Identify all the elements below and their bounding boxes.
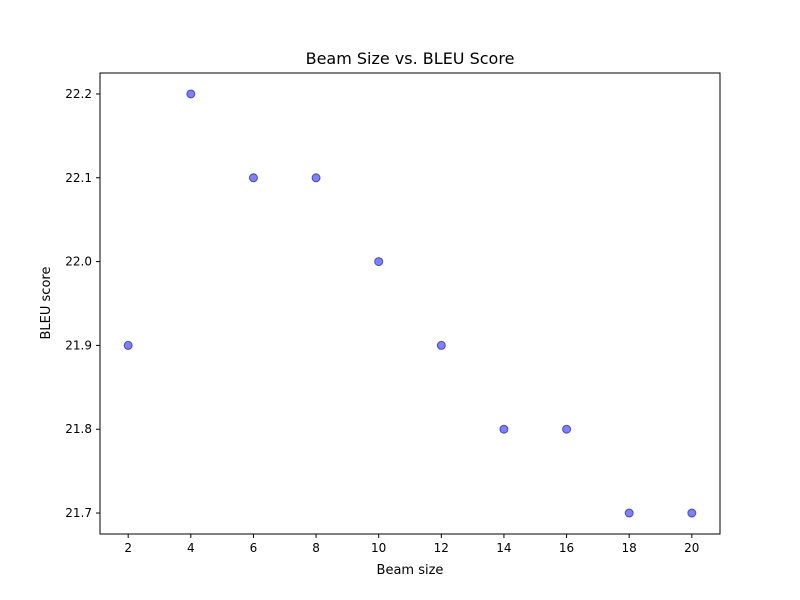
data-point — [186, 89, 196, 99]
y-tick-label: 21.9 — [65, 338, 92, 352]
x-tick-label: 18 — [622, 541, 637, 555]
data-point — [123, 340, 133, 350]
plot-area: 2 4 6 8 10 12 14 16 18 20 21.7 21.8 21.9 22.0 22.1 22.2 — [65, 72, 721, 555]
x-tick-label: 8 — [312, 541, 320, 555]
data-point — [624, 508, 634, 518]
chart-title: Beam Size vs. BLEU Score — [306, 49, 515, 68]
x-tick-label: 12 — [434, 541, 449, 555]
data-point — [562, 424, 572, 434]
y-tick-label: 21.7 — [65, 506, 92, 520]
y-tick-label: 22.1 — [65, 171, 92, 185]
plot-frame — [99, 72, 721, 535]
x-tick-label: 2 — [124, 541, 132, 555]
data-point — [311, 173, 321, 183]
data-point — [374, 257, 384, 267]
x-tick-label: 4 — [187, 541, 195, 555]
x-tick-label: 10 — [371, 541, 386, 555]
y-tick-label: 22.2 — [65, 87, 92, 101]
data-point — [687, 508, 697, 518]
x-tick-label: 16 — [559, 541, 574, 555]
y-axis-label: BLEU score — [39, 267, 54, 340]
data-point — [436, 340, 446, 350]
x-tick-label: 20 — [684, 541, 699, 555]
data-point — [499, 424, 509, 434]
x-tick-label: 14 — [496, 541, 511, 555]
data-point — [248, 173, 258, 183]
x-tick-label: 6 — [250, 541, 258, 555]
y-tick-label: 21.8 — [65, 422, 92, 436]
x-axis-label: Beam size — [377, 563, 444, 578]
y-tick-label: 22.0 — [65, 255, 92, 269]
